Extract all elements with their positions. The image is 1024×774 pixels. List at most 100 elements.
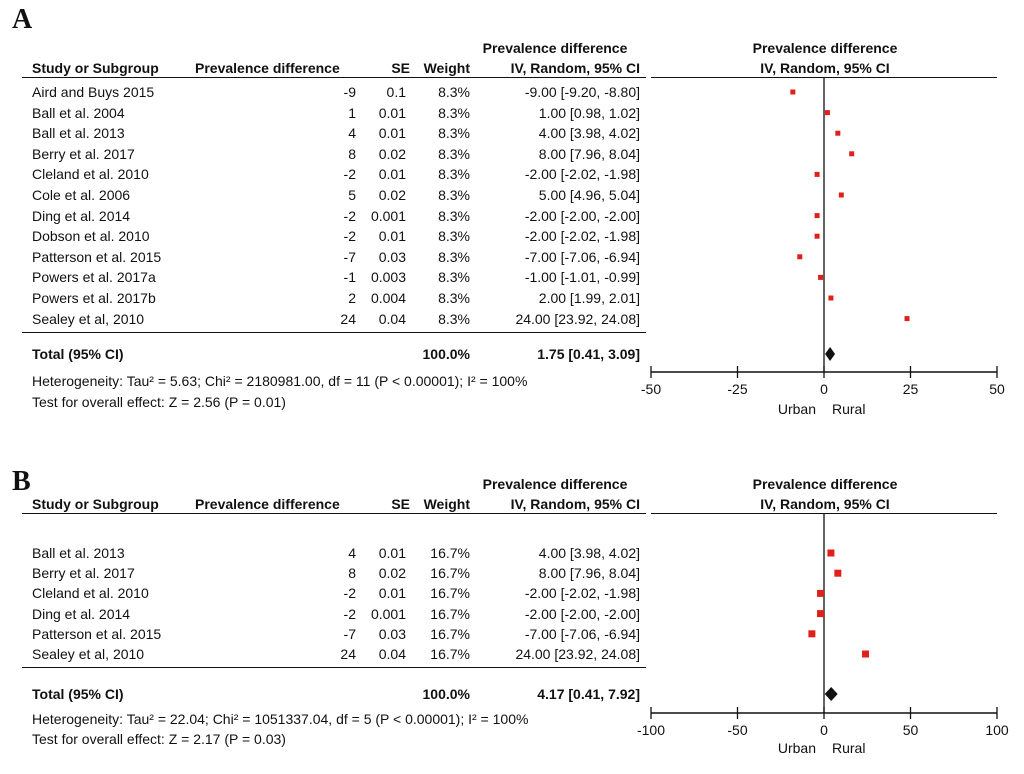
x-tick-label: 0 xyxy=(820,381,828,397)
pd-header: Prevalence difference xyxy=(195,60,340,76)
study-name: Ball et al. 2004 xyxy=(32,104,125,121)
study-name: Sealey et al, 2010 xyxy=(32,310,145,327)
favours-left-label: Urban xyxy=(778,401,816,417)
study-name: Powers et al. 2017b xyxy=(32,290,156,306)
study-weight: 8.3% xyxy=(438,290,470,306)
header-rule-plot xyxy=(651,513,997,514)
study-se: 0.01 xyxy=(378,545,406,561)
x-tick-label: 50 xyxy=(989,381,1005,397)
header-rule-table xyxy=(22,77,646,78)
forest-panel-a: A Prevalence difference Prevalence differe… xyxy=(12,4,1005,417)
study-pd: -9 xyxy=(343,84,356,100)
forest-plot: -50 -25 0 25 50 Urban Rural xyxy=(641,78,1005,417)
study-name: Cole et al. 2006 xyxy=(32,187,131,203)
x-tick-label: 25 xyxy=(903,381,919,397)
plot-header-top: Prevalence difference xyxy=(752,40,898,56)
study-se: 0.03 xyxy=(378,625,406,642)
study-se: 0.001 xyxy=(370,605,406,622)
study-marker xyxy=(827,549,835,557)
study-marker xyxy=(817,589,825,597)
studies-rule-table xyxy=(22,332,646,333)
study-marker xyxy=(814,233,820,239)
ci-header-bottom: IV, Random, 95% CI xyxy=(510,496,640,512)
study-pd: -2 xyxy=(343,228,356,245)
overall-effect-text: Test for overall effect: Z = 2.17 (P = 0… xyxy=(32,731,286,747)
study-weight: 8.3% xyxy=(438,145,470,162)
overall-effect-text: Test for overall effect: Z = 2.56 (P = 0… xyxy=(32,394,286,410)
favours-right-label: Rural xyxy=(832,740,865,756)
se-header: SE xyxy=(391,496,410,512)
study-pd: -2 xyxy=(343,585,356,602)
panel-letter: A xyxy=(12,4,33,35)
study-name: Dobson et al. 2010 xyxy=(32,228,150,245)
study-marker xyxy=(838,192,844,198)
study-name: Berry et al. 2017 xyxy=(32,565,135,582)
study-name: Sealey et al, 2010 xyxy=(32,646,145,662)
study-se: 0.004 xyxy=(370,290,406,306)
study-se: 0.001 xyxy=(370,207,406,224)
study-ci: -2.00 [-2.02, -1.98] xyxy=(524,166,640,183)
x-tick-label: 0 xyxy=(820,722,828,738)
study-se: 0.1 xyxy=(386,84,406,100)
total-ci: 4.17 [0.41, 7.92] xyxy=(537,686,640,702)
study-pd: -2 xyxy=(343,207,356,224)
panel-letter: B xyxy=(12,466,31,497)
study-marker xyxy=(814,213,820,219)
favours-right-label: Rural xyxy=(832,401,865,417)
study-ci: 2.00 [1.99, 2.01] xyxy=(538,290,640,306)
study-se: 0.01 xyxy=(378,585,406,602)
study-weight: 8.3% xyxy=(438,84,470,100)
study-marker xyxy=(818,274,824,280)
pd-header: Prevalence difference xyxy=(195,496,340,512)
study-name: Powers et al. 2017a xyxy=(32,269,156,286)
study-ci: -1.00 [-1.01, -0.99] xyxy=(524,269,640,286)
study-se: 0.003 xyxy=(370,269,406,286)
study-ci: -7.00 [-7.06, -6.94] xyxy=(524,248,640,265)
study-weight: 8.3% xyxy=(438,269,470,286)
study-se: 0.01 xyxy=(378,166,406,183)
study-name: Cleland et al. 2010 xyxy=(32,166,149,183)
study-pd: 24 xyxy=(340,310,356,327)
header-rule-table xyxy=(22,513,646,514)
heterogeneity-text: Heterogeneity: Tau² = 22.04; Chi² = 1051… xyxy=(32,711,529,727)
se-header: SE xyxy=(391,60,410,76)
study-weight: 16.7% xyxy=(430,625,470,642)
study-weight: 8.3% xyxy=(438,248,470,265)
studies-rule-table xyxy=(22,667,646,668)
study-ci: 5.00 [4.96, 5.04] xyxy=(538,187,640,203)
study-se: 0.01 xyxy=(378,228,406,245)
study-name: Berry et al. 2017 xyxy=(32,145,135,162)
plot-header-top: Prevalence difference xyxy=(752,476,898,492)
study-marker xyxy=(904,316,910,322)
study-name: Ding et al. 2014 xyxy=(32,207,131,224)
study-weight: 8.3% xyxy=(438,125,470,142)
study-marker xyxy=(828,295,834,301)
x-tick-label: -100 xyxy=(637,722,665,738)
study-header: Study or Subgroup xyxy=(32,60,159,76)
study-ci: 24.00 [23.92, 24.08] xyxy=(515,646,640,662)
header-rule-plot xyxy=(651,77,997,78)
study-ci: 8.00 [7.96, 8.04] xyxy=(538,145,640,162)
study-name: Ball et al. 2013 xyxy=(32,125,125,142)
study-se: 0.03 xyxy=(378,248,406,265)
study-ci: 24.00 [23.92, 24.08] xyxy=(515,310,640,327)
study-se: 0.04 xyxy=(378,310,406,327)
study-pd: -7 xyxy=(343,248,356,265)
study-ci: 8.00 [7.96, 8.04] xyxy=(538,565,640,582)
study-marker xyxy=(814,171,820,177)
study-pd: 24 xyxy=(340,646,356,662)
study-weight: 8.3% xyxy=(438,187,470,203)
study-ci: -2.00 [-2.02, -1.98] xyxy=(524,228,640,245)
study-marker xyxy=(824,110,830,116)
total-diamond xyxy=(825,347,836,361)
study-pd: 4 xyxy=(348,545,356,561)
study-ci: -2.00 [-2.00, -2.00] xyxy=(524,207,640,224)
study-pd: 4 xyxy=(348,125,356,142)
study-ci: 1.00 [0.98, 1.02] xyxy=(538,104,640,121)
study-ci: -2.00 [-2.02, -1.98] xyxy=(524,585,640,602)
study-pd: 5 xyxy=(348,187,356,203)
study-ci: -9.00 [-9.20, -8.80] xyxy=(524,84,640,100)
study-se: 0.01 xyxy=(378,125,406,142)
study-weight: 16.7% xyxy=(430,585,470,602)
study-marker xyxy=(835,130,841,136)
